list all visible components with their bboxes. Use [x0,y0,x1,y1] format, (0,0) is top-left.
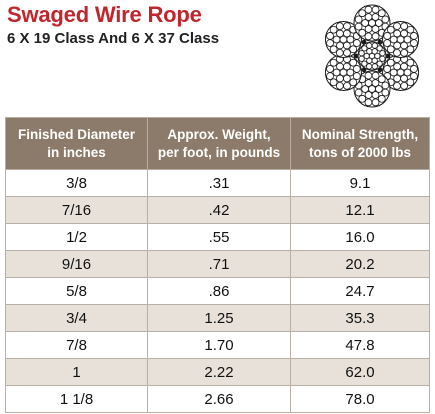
table-row: 9/16.71 20.2 [5,250,430,278]
diameter-cell: 7/16 [5,196,148,224]
column-header-diameter-line1: Finished Diameter [17,126,136,142]
spec-table: Finished Diameter in inches Approx. Weig… [5,117,430,413]
column-header-weight: Approx. Weight, per foot, in pounds [147,117,291,170]
strength-cell: 16.0 [290,223,430,251]
strength-cell: 20.2 [290,250,430,278]
column-header-weight-line1: Approx. Weight, [167,126,271,142]
diameter-cell: 1 [5,358,148,386]
column-header-strength: Nominal Strength, tons of 2000 lbs [290,117,430,170]
weight-cell: 2.66 [147,385,291,413]
strength-cell: 78.0 [290,385,430,413]
column-header-diameter-line2: in inches [47,144,106,160]
column-header-strength-line2: tons of 2000 lbs [308,144,412,160]
diameter-cell: 9/16 [5,250,148,278]
table-row: 1/2.55 16.0 [5,223,430,251]
weight-cell: .31 [147,169,291,197]
column-header-diameter: Finished Diameter in inches [5,117,148,170]
weight-cell: .42 [147,196,291,224]
diameter-cell: 7/8 [5,331,148,359]
strength-cell: 24.7 [290,277,430,305]
table-row: 3/8.31 9.1 [5,169,430,197]
page-subtitle: 6 X 19 Class And 6 X 37 Class [7,30,220,47]
table-body: 3/8.31 9.1 7/16.42 12.1 1/2.55 16.0 9/16.71 20.… [5,169,430,413]
diameter-cell: 1/2 [5,223,148,251]
diameter-cell: 5/8 [5,277,148,305]
table-row: 5/8.86 24.7 [5,277,430,305]
diameter-cell: 1 1/8 [5,385,148,413]
table-row: 1 1/8 2.66 78.0 [5,385,430,413]
page-title: Swaged Wire Rope [7,2,202,27]
table-row: 1 2.22 62.0 [5,358,430,386]
wire-rope-cross-section-icon [324,4,420,108]
strength-cell: 9.1 [290,169,430,197]
weight-cell: 1.25 [147,304,291,332]
diameter-cell: 3/8 [5,169,148,197]
weight-cell: .71 [147,250,291,278]
weight-cell: 1.70 [147,331,291,359]
column-header-strength-line1: Nominal Strength, [301,126,419,142]
table-row: 3/4 1.25 35.3 [5,304,430,332]
header-row: Finished Diameter in inches Approx. Weig… [5,117,430,170]
strength-cell: 35.3 [290,304,430,332]
strength-cell: 47.8 [290,331,430,359]
column-header-weight-line2: per foot, in pounds [157,144,281,160]
strength-cell: 12.1 [290,196,430,224]
diameter-cell: 3/4 [5,304,148,332]
weight-cell: .55 [147,223,291,251]
table-row: 7/16.42 12.1 [5,196,430,224]
table-row: 7/8 1.70 47.8 [5,331,430,359]
weight-cell: 2.22 [147,358,291,386]
strength-cell: 62.0 [290,358,430,386]
weight-cell: .86 [147,277,291,305]
